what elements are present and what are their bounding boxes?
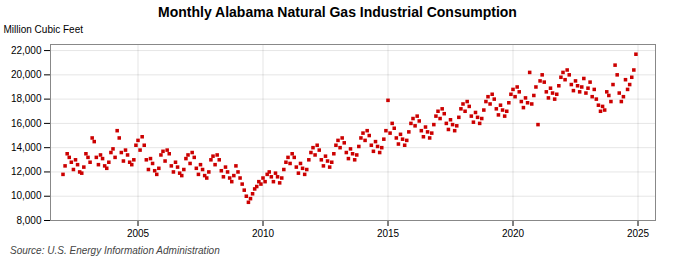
svg-text:2015: 2015 — [377, 228, 400, 239]
svg-text:2025: 2025 — [627, 228, 650, 239]
svg-text:22,000: 22,000 — [11, 45, 42, 56]
svg-text:2005: 2005 — [127, 228, 150, 239]
svg-text:18,000: 18,000 — [11, 93, 42, 104]
svg-text:2010: 2010 — [252, 228, 275, 239]
svg-text:8,000: 8,000 — [16, 215, 41, 226]
svg-text:2020: 2020 — [502, 228, 525, 239]
svg-text:Million Cubic Feet: Million Cubic Feet — [4, 24, 84, 35]
html-text:Source: U.S. Energy Informatio: Source: U.S. Energy Information Administ… — [10, 245, 220, 256]
html-text:Monthly Alabama Natural Gas In: Monthly Alabama Natural Gas Industrial C… — [158, 4, 517, 20]
svg-text:12,000: 12,000 — [11, 166, 42, 177]
svg-text:20,000: 20,000 — [11, 69, 42, 80]
svg-text:14,000: 14,000 — [11, 142, 42, 153]
svg-text:16,000: 16,000 — [11, 118, 42, 129]
svg-text:10,000: 10,000 — [11, 190, 42, 201]
